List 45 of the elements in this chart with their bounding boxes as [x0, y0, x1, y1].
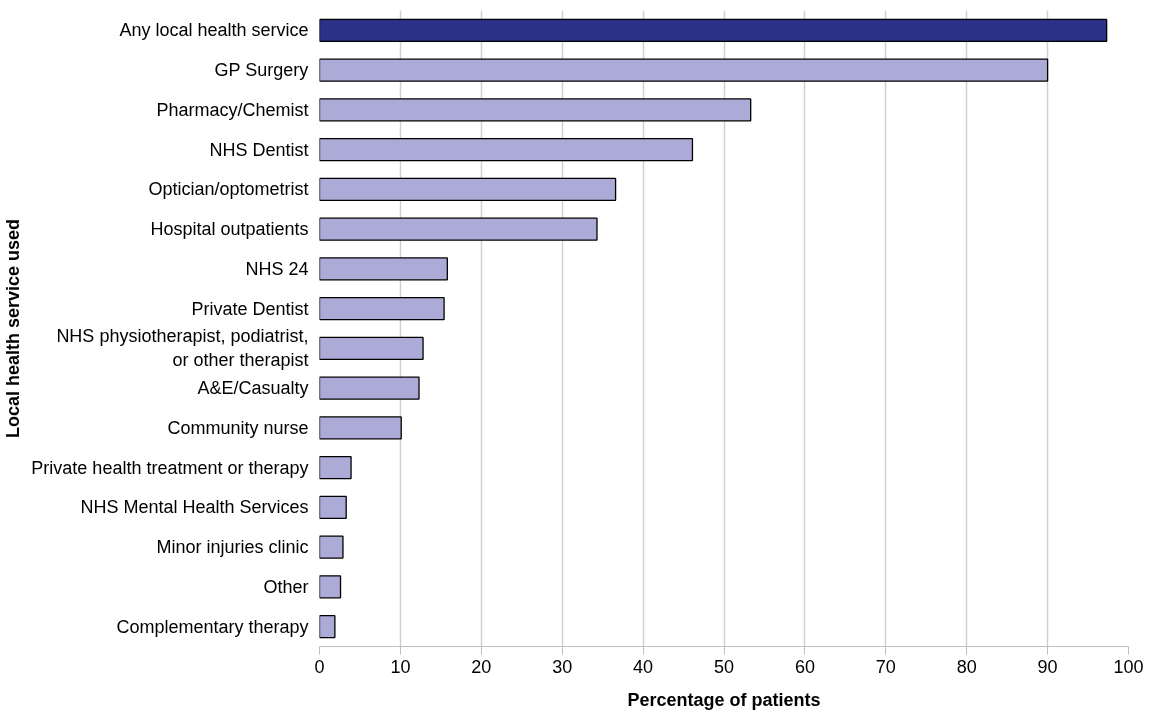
y-tick-label: Pharmacy/Chemist — [156, 99, 309, 120]
x-tick-label: 70 — [875, 656, 896, 677]
bar — [319, 217, 598, 241]
y-tick-label: GP Surgery — [214, 60, 309, 81]
bar — [319, 58, 1049, 82]
bar — [319, 575, 342, 599]
y-tick-label: NHS Mental Health Services — [80, 497, 309, 518]
x-tick-label: 80 — [956, 656, 977, 677]
bar — [319, 98, 752, 122]
x-axis-title: Percentage of patients — [627, 689, 821, 710]
y-tick-label: Minor injuries clinic — [156, 537, 309, 558]
y-tick-label: Private Dentist — [191, 298, 309, 319]
bar — [319, 495, 347, 519]
y-tick-label: Community nurse — [167, 417, 309, 438]
bar — [319, 376, 420, 400]
bar — [319, 615, 336, 639]
bar — [319, 535, 344, 559]
y-tick-label: Private health treatment or therapy — [31, 457, 309, 478]
y-axis-title: Local health service used — [3, 218, 24, 439]
bar — [319, 177, 617, 201]
bar — [319, 138, 694, 162]
bar — [319, 336, 424, 360]
y-tick-label: NHS physiotherapist, podiatrist, or other therapist — [56, 326, 309, 371]
y-tick-label: Complementary therapy — [116, 616, 309, 637]
x-tick-label: 10 — [390, 656, 411, 677]
x-tick-label: 0 — [314, 656, 325, 677]
y-tick-label: Other — [263, 576, 309, 597]
x-tick-label: 30 — [552, 656, 573, 677]
y-tick-label: NHS 24 — [245, 258, 309, 279]
x-tick-label: 20 — [471, 656, 492, 677]
x-tick-label: 90 — [1037, 656, 1058, 677]
bar — [319, 416, 402, 440]
y-tick-label: NHS Dentist — [209, 139, 309, 160]
bar — [319, 297, 445, 321]
bar — [319, 18, 1108, 42]
y-tick-label: Any local health service — [119, 20, 309, 41]
x-tick-label: 100 — [1113, 656, 1144, 677]
bar — [319, 456, 352, 480]
bar — [319, 257, 448, 281]
y-tick-label: Optician/optometrist — [148, 179, 309, 200]
x-tick-label: 50 — [713, 656, 735, 677]
y-tick-label: A&E/Casualty — [197, 378, 309, 399]
x-tick-label: 60 — [794, 656, 815, 677]
y-tick-label: Hospital outpatients — [150, 219, 309, 240]
x-tick-label: 40 — [633, 656, 654, 677]
